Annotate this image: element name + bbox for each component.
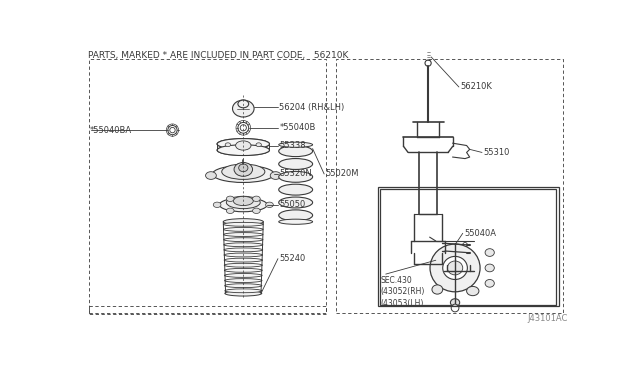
Bar [378, 187, 559, 307]
Ellipse shape [224, 253, 262, 257]
Ellipse shape [225, 289, 262, 293]
Ellipse shape [279, 142, 312, 147]
Text: 55310: 55310 [484, 148, 510, 157]
Ellipse shape [430, 244, 480, 292]
Text: 55320N: 55320N [280, 170, 312, 179]
Ellipse shape [223, 232, 263, 237]
Ellipse shape [447, 261, 463, 275]
Ellipse shape [223, 238, 263, 241]
Text: 56204 (RH&LH): 56204 (RH&LH) [280, 103, 345, 112]
Ellipse shape [451, 299, 460, 307]
Ellipse shape [224, 258, 262, 262]
Text: 55050: 55050 [280, 200, 306, 209]
Ellipse shape [224, 269, 262, 272]
Ellipse shape [485, 279, 494, 287]
Ellipse shape [232, 100, 254, 117]
Ellipse shape [239, 164, 248, 172]
Ellipse shape [234, 163, 253, 176]
Ellipse shape [279, 184, 312, 195]
Ellipse shape [234, 196, 253, 206]
Ellipse shape [227, 196, 260, 209]
Text: 55020M: 55020M [326, 170, 359, 179]
Ellipse shape [238, 100, 249, 108]
Ellipse shape [270, 172, 281, 179]
Ellipse shape [225, 273, 262, 278]
Ellipse shape [221, 164, 265, 179]
Ellipse shape [279, 146, 312, 157]
Ellipse shape [225, 279, 262, 282]
Ellipse shape [223, 222, 263, 226]
Ellipse shape [217, 139, 269, 150]
Ellipse shape [212, 166, 274, 183]
Ellipse shape [223, 228, 263, 231]
Ellipse shape [432, 285, 443, 294]
Ellipse shape [225, 291, 262, 296]
Ellipse shape [225, 284, 262, 288]
Ellipse shape [224, 243, 263, 247]
Ellipse shape [279, 210, 312, 221]
Text: SEC.430
(43052(RH)
(43053(LH): SEC.430 (43052(RH) (43053(LH) [380, 276, 425, 308]
Ellipse shape [253, 196, 260, 202]
Ellipse shape [217, 145, 269, 155]
Ellipse shape [227, 196, 234, 202]
Ellipse shape [485, 264, 494, 272]
Text: 55338: 55338 [280, 141, 306, 150]
Ellipse shape [279, 158, 312, 169]
Ellipse shape [223, 219, 263, 225]
Ellipse shape [279, 171, 312, 182]
Ellipse shape [253, 208, 260, 214]
Ellipse shape [213, 202, 221, 208]
Ellipse shape [279, 219, 312, 224]
Ellipse shape [467, 286, 479, 296]
Text: PARTS, MARKED * ARE INCLUDED IN PART CODE,   56210K: PARTS, MARKED * ARE INCLUDED IN PART COD… [88, 51, 348, 60]
Ellipse shape [220, 198, 267, 212]
Ellipse shape [236, 141, 251, 150]
Text: *55040B: *55040B [280, 123, 316, 132]
Ellipse shape [266, 202, 273, 208]
Text: 55040A: 55040A [464, 229, 496, 238]
Text: *55040BA: *55040BA [90, 126, 131, 135]
Ellipse shape [485, 249, 494, 256]
Ellipse shape [279, 197, 312, 208]
Ellipse shape [443, 256, 467, 279]
Bar [380, 189, 556, 305]
Ellipse shape [225, 143, 230, 147]
Text: J43101AC: J43101AC [528, 314, 568, 323]
Text: 55240: 55240 [280, 254, 306, 263]
Ellipse shape [224, 263, 262, 267]
Ellipse shape [224, 248, 263, 252]
Ellipse shape [227, 208, 234, 214]
Ellipse shape [256, 143, 261, 147]
Ellipse shape [205, 172, 216, 179]
Text: 56210K: 56210K [460, 83, 492, 92]
